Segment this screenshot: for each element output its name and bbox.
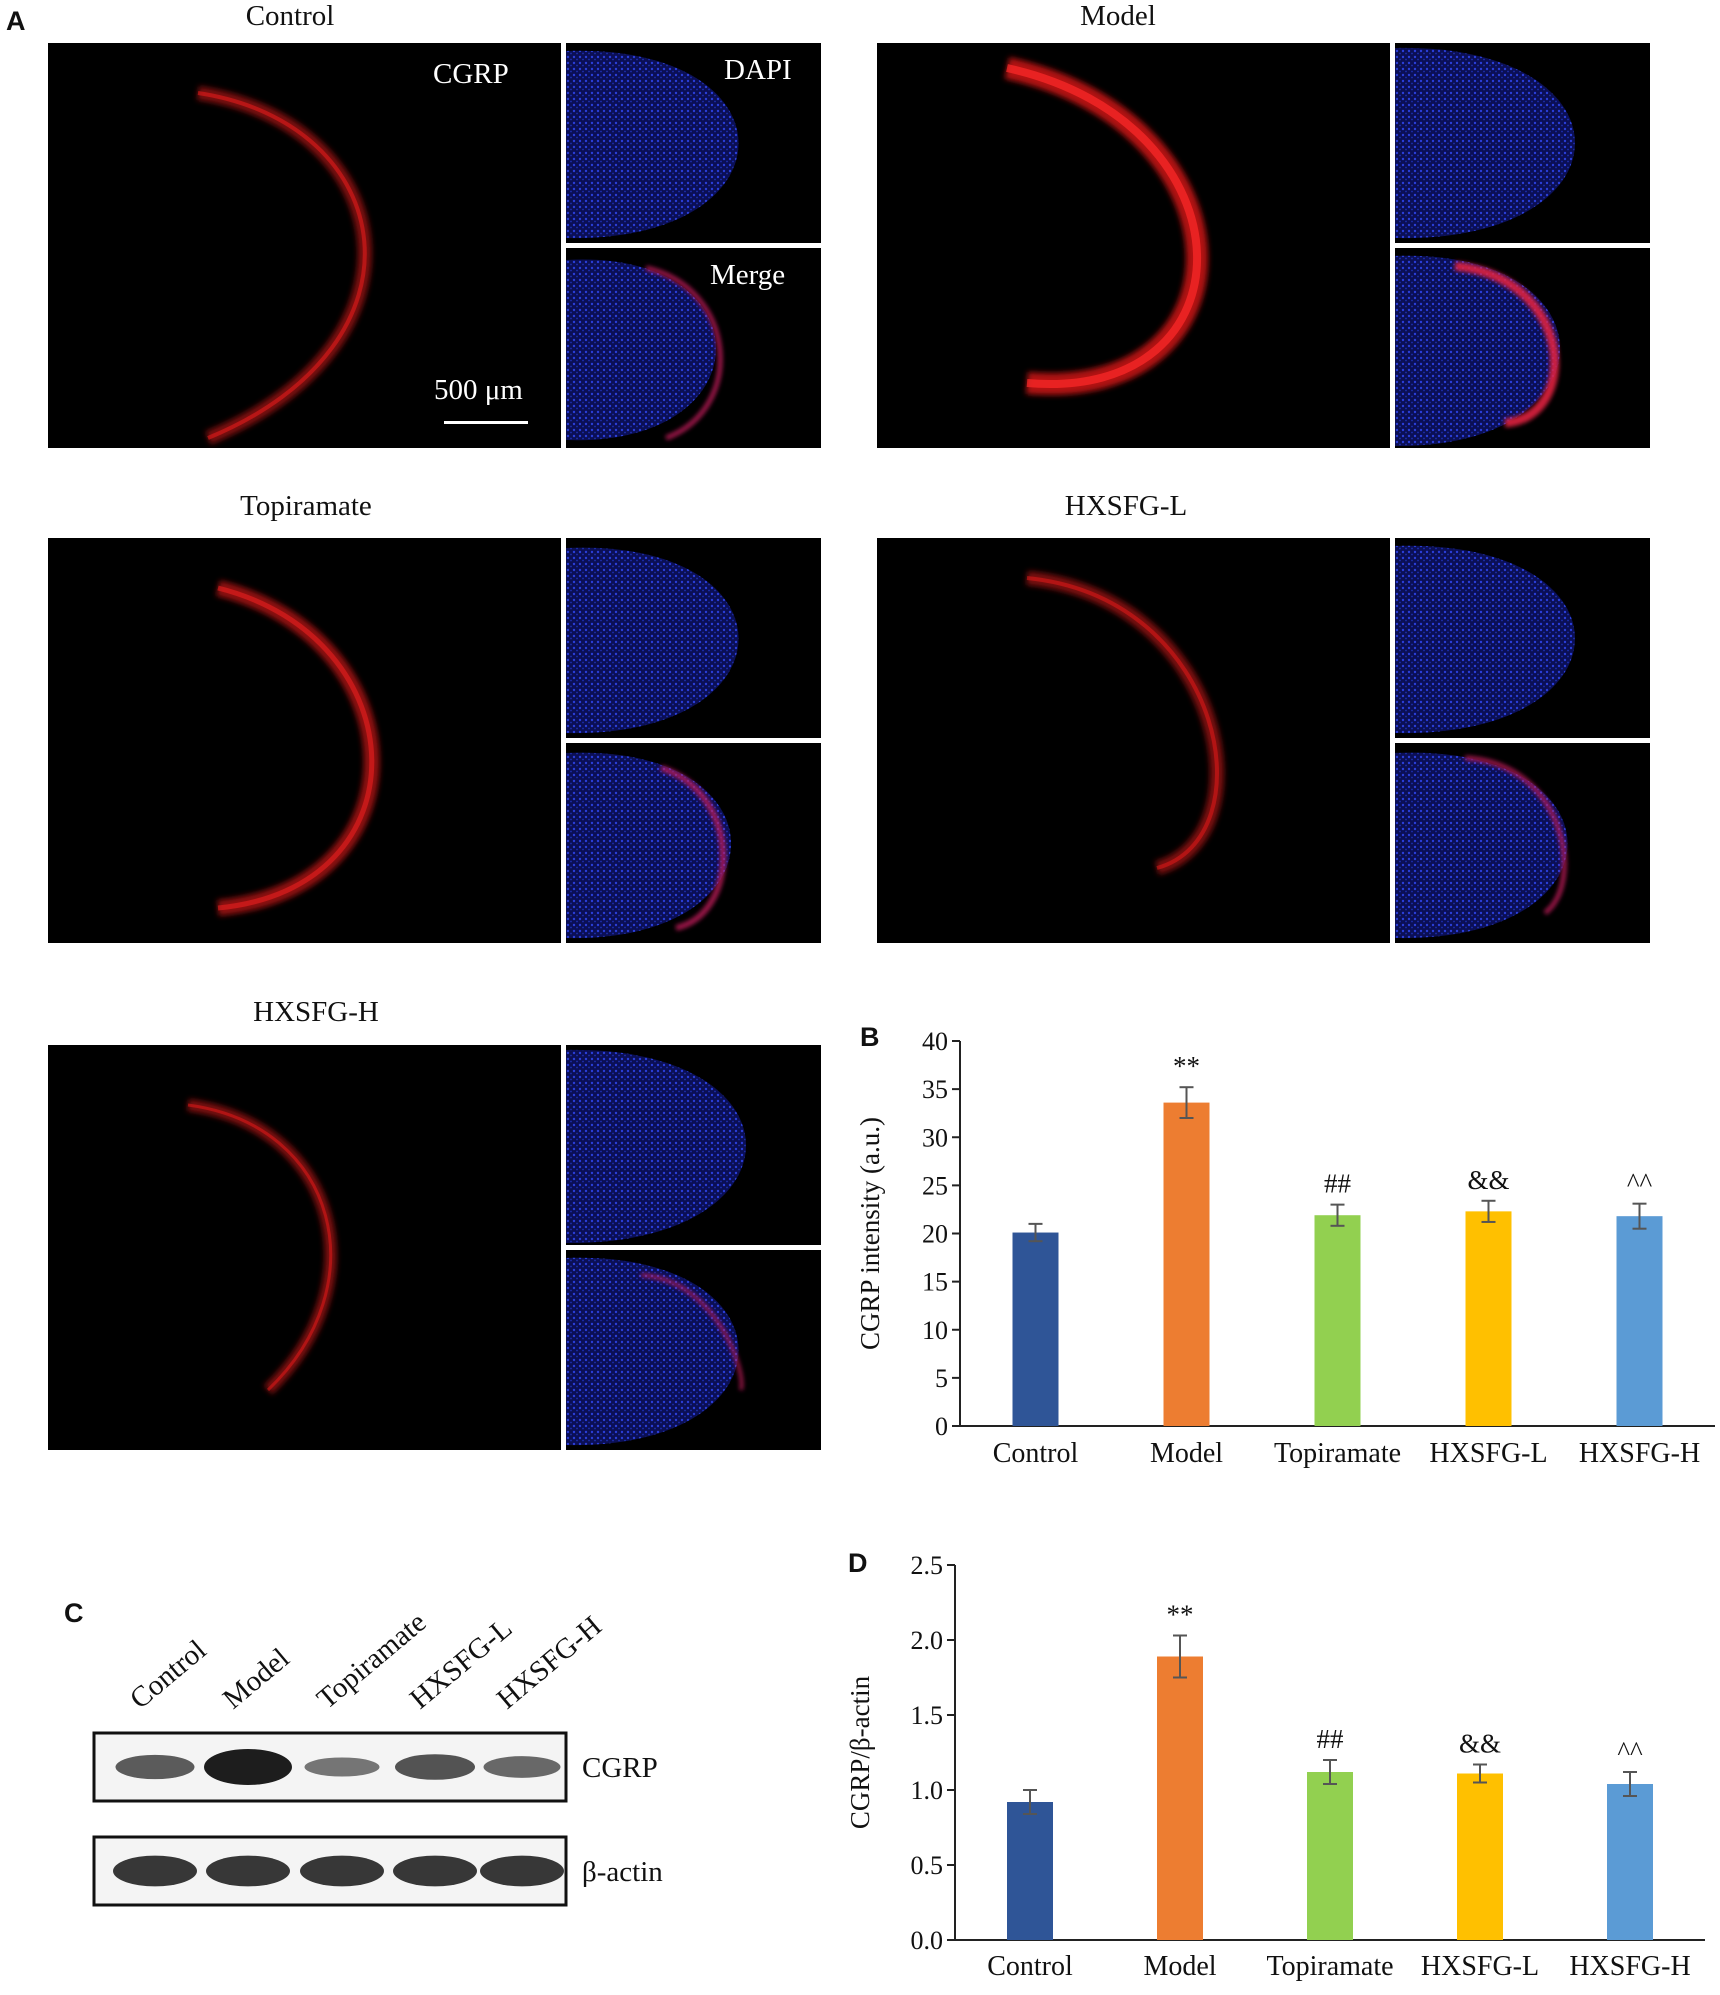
merge-micrograph-hxsfg-l: [1395, 743, 1650, 943]
chart-d-category-label: Model: [1143, 1951, 1216, 1982]
chart-b-bar: [1163, 1102, 1210, 1426]
chart-d: 0.0 0.5 1.0 1.5 2.0 2.5 CGRP/β-actin Control ** M…: [845, 1555, 1705, 1982]
chart-b: 0 5 10 15 20 25 30 35 40 CGRP intensity (a.u.) Con…: [855, 1030, 1715, 1469]
cgrp-micrograph-hxsfg-h: [48, 1045, 561, 1450]
blot-band: [395, 1754, 475, 1780]
group-title-hxsfg-l: HXSFG-L: [1064, 490, 1188, 522]
chart-b-category-label: HXSFG-H: [1579, 1438, 1700, 1469]
chart-d-bar: [1457, 1773, 1503, 1940]
chart-b-bar: [1616, 1216, 1663, 1426]
panel-label-b: B: [860, 1022, 880, 1052]
dapi-micrograph-hxsfg-h: [566, 1045, 821, 1245]
panel-label-c: C: [64, 1598, 84, 1628]
blot-band: [206, 1855, 290, 1887]
chart-d-ytick-label: 1.5: [911, 1701, 944, 1730]
blot-row-label: β-actin: [582, 1856, 663, 1888]
group-title-topiramate: Topiramate: [240, 490, 372, 522]
chart-d-category-label: HXSFG-L: [1421, 1951, 1539, 1982]
group-title-hxsfg-h: HXSFG-H: [253, 996, 379, 1028]
chart-d-bar: [1157, 1656, 1203, 1940]
chart-b-ytick-label: 35: [922, 1075, 948, 1104]
chart-d-ytick-label: 2.5: [911, 1555, 944, 1580]
blot-band: [204, 1749, 292, 1785]
blot-band: [113, 1855, 197, 1887]
merge-micrograph-topiramate: [566, 743, 821, 943]
chart-d-ylabel: CGRP/β-actin: [845, 1675, 875, 1829]
merge-micrograph-hxsfg-h: [566, 1250, 821, 1450]
chart-d-significance-label: **: [1167, 1600, 1194, 1630]
chart-b-ytick-label: 25: [922, 1171, 948, 1200]
chart-d-significance-label: &&: [1459, 1729, 1501, 1759]
dapi-micrograph-hxsfg-l: [1395, 538, 1650, 738]
panel-label-d: D: [848, 1548, 868, 1578]
chart-b-ytick-label: 15: [922, 1268, 948, 1297]
cgrp-micrograph-hxsfg-l: [877, 538, 1390, 943]
chart-b-significance-label: ##: [1324, 1169, 1352, 1199]
merge-micrograph-control: [566, 248, 821, 448]
blot-band: [393, 1855, 477, 1887]
chart-d-bar: [1007, 1802, 1053, 1940]
group-title-model: Model: [1080, 0, 1156, 32]
chart-b-category-label: HXSFG-L: [1429, 1438, 1547, 1469]
chart-b-category-label: Model: [1150, 1438, 1223, 1469]
blot-lane-label: Control: [124, 1634, 212, 1715]
chart-b-significance-label: **: [1173, 1051, 1200, 1081]
cgrp-micrograph-topiramate: [48, 538, 561, 943]
chart-b-ytick-label: 5: [935, 1364, 948, 1393]
blot-band: [300, 1855, 384, 1887]
scale-bar-label: 500 μm: [434, 374, 523, 406]
chart-d-ytick-label: 0.0: [911, 1926, 944, 1955]
chart-d-bar: [1607, 1784, 1653, 1940]
chart-b-category-label: Topiramate: [1274, 1438, 1401, 1469]
chart-d-bar: [1307, 1772, 1353, 1940]
chart-b-bar: [1465, 1211, 1512, 1426]
chart-d-ytick-label: 2.0: [911, 1626, 944, 1655]
chart-b-significance-label: &&: [1467, 1165, 1509, 1195]
chart-b-bar: [1012, 1232, 1059, 1426]
merge-micrograph-model: [1395, 248, 1650, 448]
merge-channel-label: Merge: [710, 259, 786, 291]
dapi-micrograph-model: [1395, 43, 1650, 243]
cgrp-channel-label: CGRP: [433, 58, 509, 90]
chart-b-ytick-label: 20: [922, 1220, 948, 1249]
dapi-micrograph-control: [566, 43, 821, 243]
chart-d-category-label: Control: [987, 1951, 1073, 1982]
blot-lane-label: Model: [217, 1642, 296, 1715]
group-title-control: Control: [245, 0, 335, 32]
chart-b-ytick-label: 30: [922, 1123, 948, 1152]
chart-d-category-label: Topiramate: [1266, 1951, 1393, 1982]
chart-b-ytick-label: 40: [922, 1030, 948, 1056]
chart-b-ylabel: CGRP intensity (a.u.): [855, 1117, 885, 1350]
blot-band: [480, 1855, 564, 1887]
chart-b-ytick-label: 0: [935, 1412, 948, 1441]
scale-bar: [444, 421, 528, 424]
panel-label-a: A: [6, 6, 26, 36]
blot-row-label: CGRP: [582, 1752, 658, 1784]
chart-b-category-label: Control: [993, 1438, 1079, 1469]
western-blot: Control Model TopiramateHXSFG-LHXSFG-HCGRP…: [92, 1606, 663, 1907]
cgrp-micrograph-control: [48, 43, 561, 448]
blot-band: [115, 1754, 195, 1780]
dapi-channel-label-text: DAPI: [724, 54, 792, 86]
blot-band: [483, 1756, 561, 1778]
chart-d-category-label: HXSFG-H: [1569, 1951, 1690, 1982]
chart-b-ytick-label: 10: [922, 1316, 948, 1345]
chart-b-bar: [1314, 1215, 1361, 1426]
cgrp-micrograph-model: [877, 43, 1390, 448]
dapi-micrograph-topiramate: [566, 538, 821, 738]
chart-b-significance-label: ^^: [1627, 1168, 1653, 1198]
chart-d-significance-label: ##: [1317, 1724, 1345, 1754]
chart-d-ytick-label: 1.0: [911, 1776, 944, 1805]
blot-band: [304, 1757, 380, 1777]
chart-d-significance-label: ^^: [1617, 1736, 1643, 1766]
chart-d-ytick-label: 0.5: [911, 1851, 944, 1880]
